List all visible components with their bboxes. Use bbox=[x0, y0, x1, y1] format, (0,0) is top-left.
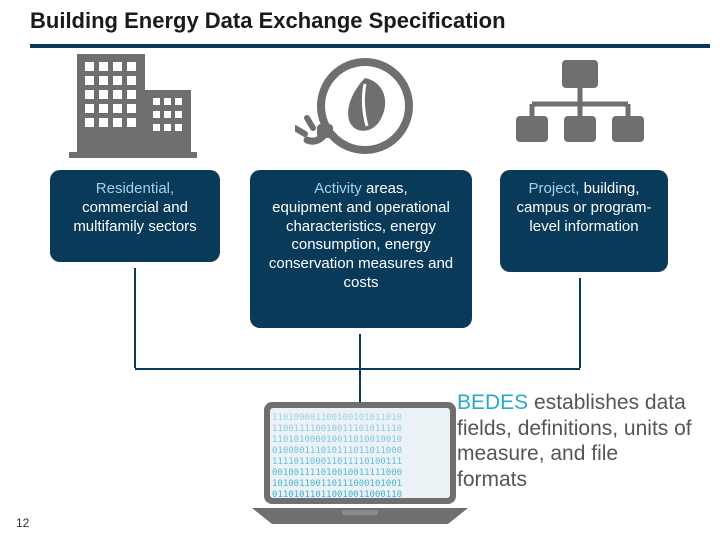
page-title: Building Energy Data Exchange Specificat… bbox=[30, 8, 506, 34]
svg-text:110011110010011101011110: 110011110010011101011110 bbox=[272, 424, 402, 434]
card-sectors: Residential,commercial and multifamily s… bbox=[50, 170, 220, 262]
connector-v bbox=[134, 268, 136, 368]
buildings-icon bbox=[35, 54, 235, 169]
icon-row bbox=[0, 54, 720, 174]
summary-text: BEDES establishes data fields, definitio… bbox=[457, 390, 692, 492]
slide: Building Energy Data Exchange Specificat… bbox=[0, 0, 720, 540]
card-project: Project, building,campus or program-leve… bbox=[500, 170, 668, 272]
org-chart-icon bbox=[480, 54, 680, 169]
svg-text:011010110110010011000110: 011010110110010011000110 bbox=[272, 490, 402, 500]
svg-text:010000111010111011011000: 010000111010111011011000 bbox=[272, 446, 402, 456]
connector-v bbox=[359, 334, 361, 368]
svg-text:110101000010011010010010: 110101000010011010010010 bbox=[272, 435, 402, 445]
connector-h bbox=[135, 368, 580, 370]
page-number: 12 bbox=[16, 516, 29, 530]
connector-v bbox=[579, 278, 581, 368]
title-underline bbox=[30, 44, 710, 48]
svg-text:111101100011011110100111: 111101100011011110100111 bbox=[272, 457, 402, 467]
svg-text:110100001100100101011010: 110100001100100101011010 bbox=[272, 413, 402, 423]
svg-text:101001100110111000101001: 101001100110111000101001 bbox=[272, 479, 402, 489]
laptop-icon: 1101000011001001010110101100111100100111… bbox=[250, 398, 470, 533]
card-activity: Activity areas,equipment and operational… bbox=[250, 170, 472, 328]
svg-text:001001111010010011111000: 001001111010010011111000 bbox=[272, 468, 402, 478]
leaf-plug-icon bbox=[260, 54, 460, 169]
